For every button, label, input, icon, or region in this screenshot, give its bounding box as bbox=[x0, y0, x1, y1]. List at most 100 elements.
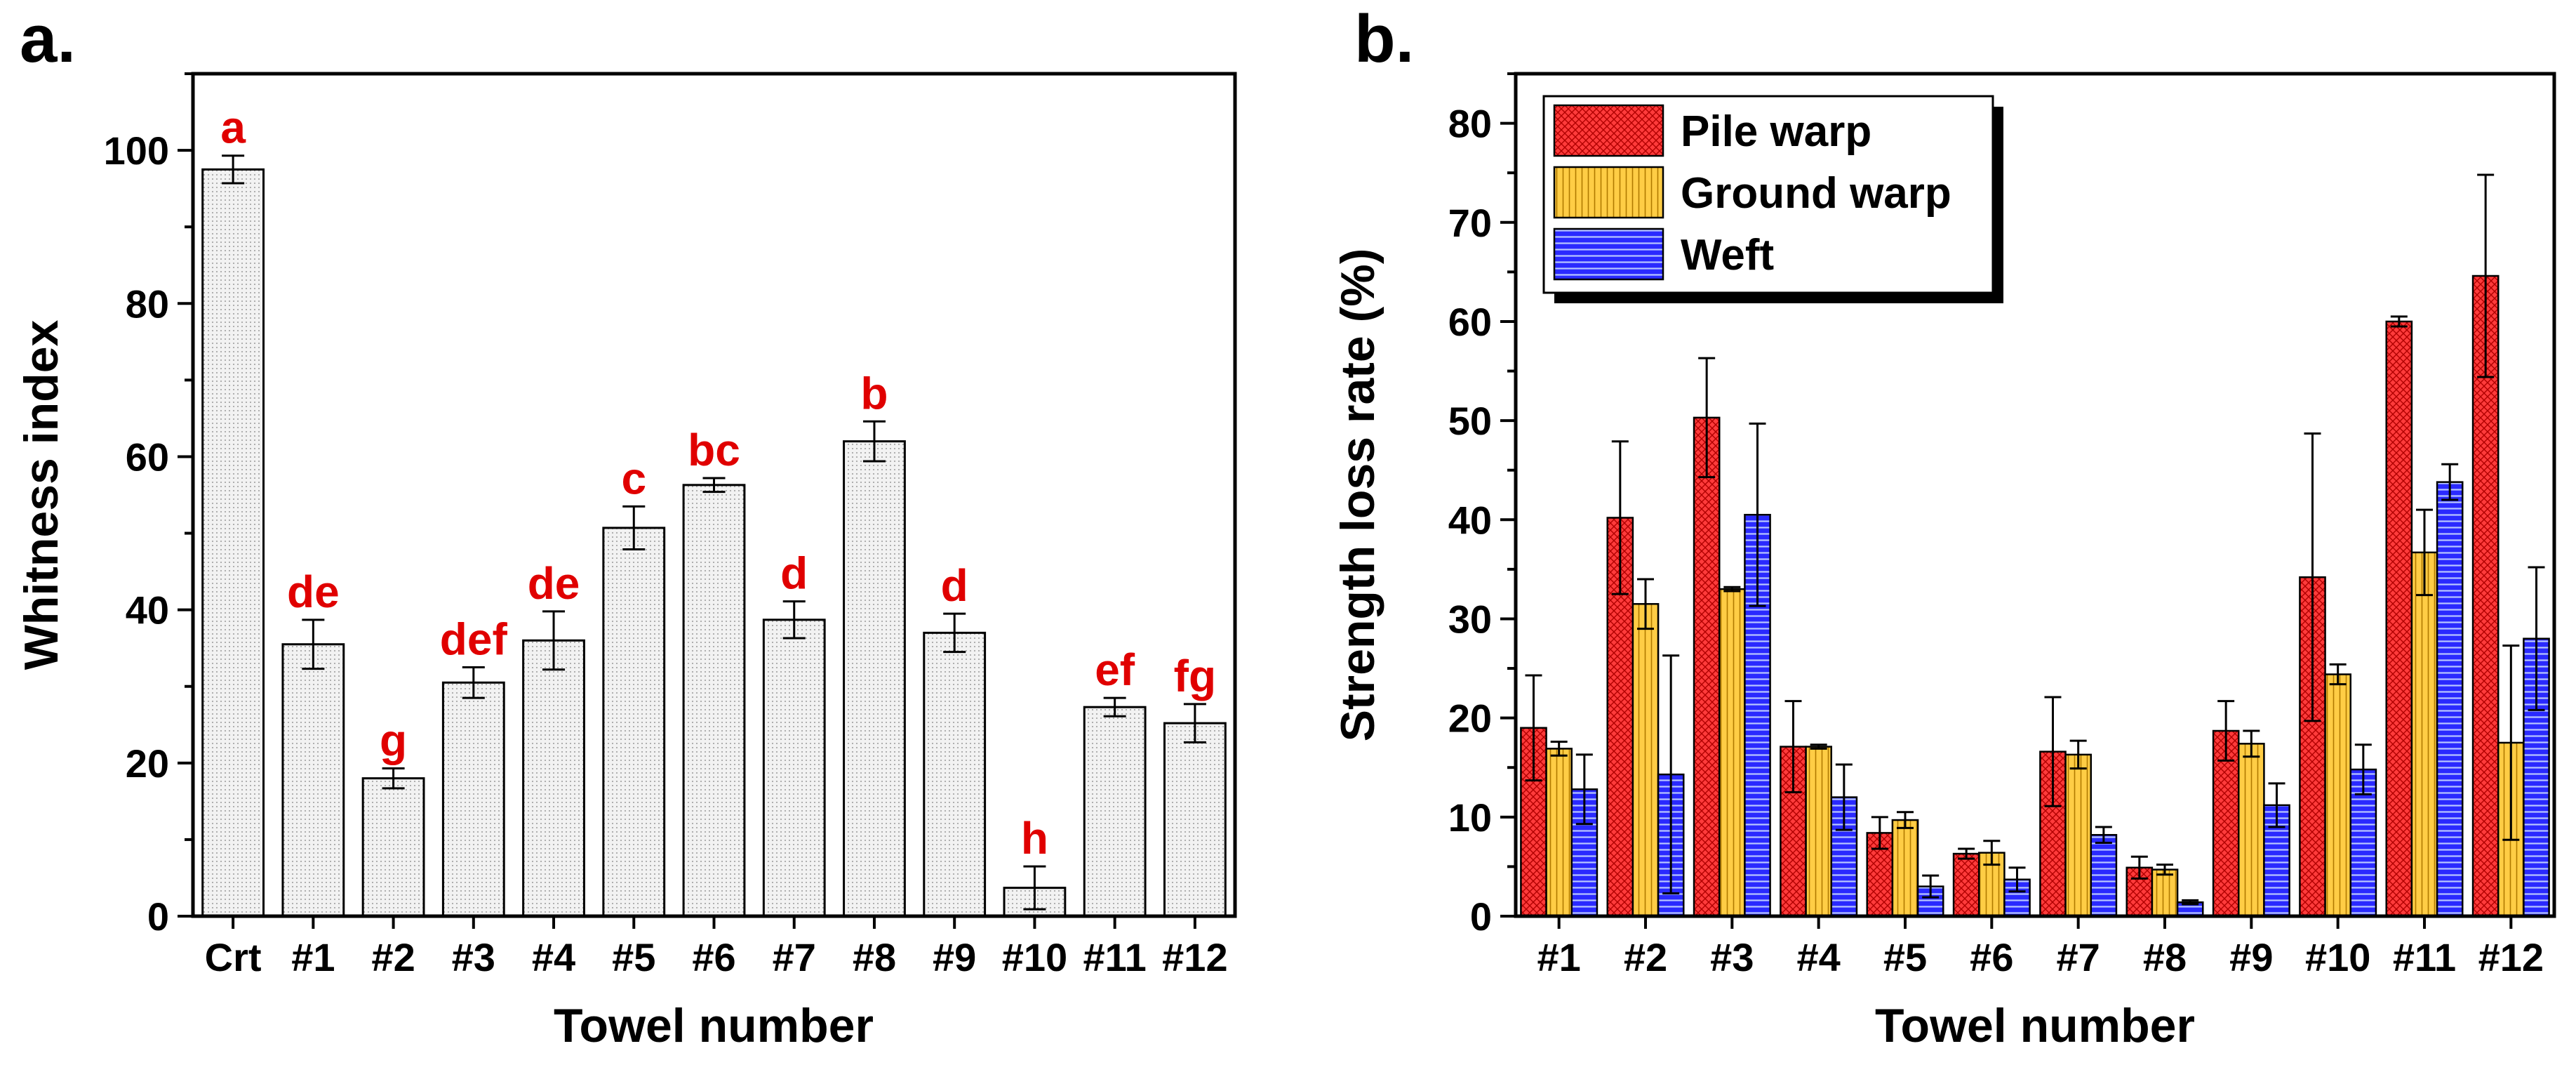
x-tick-label: #2 bbox=[1624, 935, 1667, 979]
x-tick-label: #8 bbox=[2143, 935, 2187, 979]
legend-swatch-weft bbox=[1553, 227, 1664, 281]
panel-a-axes: Crt #1 #2 #3 #4 #5 #6 #7 #8 #9 #10 #11 #12 0 20 40 60 80 1… bbox=[104, 72, 1228, 979]
ground-warp-bar bbox=[1718, 588, 1746, 918]
y-tick-label: 20 bbox=[1448, 696, 1492, 741]
panel-b-strength-loss-chart: b. #1 #2 #3 #4 #5 #6 #7 #8 #9 #10 #11 #12 0 10 20 30 40 5… bbox=[1331, 1, 2556, 1052]
whiteness-bar bbox=[201, 168, 265, 918]
whiteness-bar bbox=[1163, 722, 1227, 918]
y-tick-label: 40 bbox=[126, 588, 169, 633]
x-tick-label: #6 bbox=[1970, 935, 2013, 979]
significance-label: d bbox=[780, 548, 808, 599]
legend: Pile warp Ground warp Weft bbox=[1542, 95, 2003, 303]
x-tick-label: #8 bbox=[853, 935, 896, 979]
significance-label: ef bbox=[1095, 644, 1135, 695]
y-tick-label: 10 bbox=[1448, 795, 1492, 840]
whiteness-bar bbox=[923, 631, 987, 918]
x-tick-label: #11 bbox=[1083, 935, 1146, 979]
pile-warp-bar bbox=[2471, 274, 2500, 918]
ground-warp-bar bbox=[1631, 603, 1660, 918]
whiteness-bar bbox=[281, 643, 345, 918]
whiteness-bar bbox=[441, 681, 505, 918]
x-tick-label: #4 bbox=[1797, 935, 1841, 979]
panel-a-x-axis-title: Towel number bbox=[554, 999, 874, 1052]
ground-warp-bar bbox=[2151, 868, 2179, 918]
significance-label: bc bbox=[688, 425, 740, 475]
significance-label: h bbox=[1021, 813, 1048, 864]
panel-b-x-axis-title: Towel number bbox=[1875, 999, 2195, 1052]
whiteness-bar bbox=[843, 440, 906, 918]
x-tick-label: #3 bbox=[452, 935, 495, 979]
ground-warp-bar bbox=[2237, 743, 2265, 918]
panel-b-y-axis-title: Strength loss rate (%) bbox=[1331, 249, 1384, 742]
y-tick-label: 0 bbox=[147, 894, 169, 939]
significance-label: g bbox=[380, 715, 407, 765]
significance-label: de bbox=[287, 567, 340, 617]
whiteness-bar bbox=[682, 484, 746, 918]
ground-warp-bar bbox=[1891, 819, 1919, 918]
significance-label: def bbox=[440, 614, 508, 664]
x-tick-label: #1 bbox=[291, 935, 335, 979]
ground-warp-bar bbox=[2064, 753, 2093, 918]
ground-warp-bar bbox=[1545, 748, 1573, 918]
x-tick-label: #7 bbox=[2057, 935, 2100, 979]
pile-warp-bar bbox=[2385, 320, 2413, 918]
x-tick-label: #5 bbox=[612, 935, 655, 979]
panel-b-label: b. bbox=[1354, 1, 1414, 77]
significance-label: de bbox=[528, 558, 580, 609]
y-tick-label: 80 bbox=[1448, 102, 1492, 146]
y-tick-label: 0 bbox=[1470, 894, 1492, 939]
panel-b-plot-frame bbox=[1514, 72, 2556, 918]
x-tick-label: #10 bbox=[2305, 935, 2370, 979]
x-tick-label: #10 bbox=[1002, 935, 1067, 979]
legend-label-pile-warp: Pile warp bbox=[1681, 107, 1871, 156]
x-tick-label: #9 bbox=[933, 935, 976, 979]
x-tick-label: #4 bbox=[532, 935, 575, 979]
legend-swatch-pile-warp bbox=[1553, 104, 1664, 157]
panel-a-y-axis-title: Whitness index bbox=[15, 319, 68, 670]
x-tick-label: #2 bbox=[371, 935, 415, 979]
y-tick-label: 70 bbox=[1448, 201, 1492, 245]
pile-warp-bar bbox=[1952, 852, 1980, 918]
y-tick-label: 40 bbox=[1448, 498, 1492, 542]
significance-label: a bbox=[220, 102, 246, 153]
legend-label-weft: Weft bbox=[1681, 231, 1774, 279]
ground-warp-bar bbox=[2324, 673, 2352, 918]
weft-bar bbox=[2090, 833, 2118, 918]
whiteness-bar bbox=[522, 639, 585, 918]
x-tick-label: #5 bbox=[1883, 935, 1927, 979]
y-tick-label: 50 bbox=[1448, 399, 1492, 443]
whiteness-bar bbox=[361, 777, 425, 918]
ground-warp-bar bbox=[2410, 551, 2438, 918]
y-tick-label: 20 bbox=[126, 741, 169, 786]
legend-label-ground-warp: Ground warp bbox=[1681, 169, 1951, 218]
x-tick-label: #12 bbox=[1162, 935, 1227, 979]
x-tick-label: #6 bbox=[692, 935, 735, 979]
significance-label: d bbox=[941, 560, 968, 611]
ground-warp-bar bbox=[1805, 746, 1833, 918]
panel-b-axes: #1 #2 #3 #4 #5 #6 #7 #8 #9 #10 #11 #12 0 10 20 30 40 50 60… bbox=[1448, 72, 2544, 979]
whiteness-bar bbox=[1083, 706, 1147, 918]
x-tick-label: #1 bbox=[1537, 935, 1581, 979]
x-tick-label: #12 bbox=[2478, 935, 2544, 979]
x-tick-label: Crt bbox=[205, 935, 262, 979]
x-tick-label: #11 bbox=[2393, 935, 2456, 979]
x-tick-label: #7 bbox=[773, 935, 816, 979]
whiteness-bar bbox=[762, 619, 826, 918]
y-tick-label: 60 bbox=[126, 435, 169, 479]
pile-warp-bar bbox=[1693, 416, 1721, 918]
panel-a-label: a. bbox=[20, 1, 76, 77]
y-tick-label: 60 bbox=[1448, 300, 1492, 344]
panel-b-marks bbox=[1520, 173, 2550, 918]
x-tick-label: #9 bbox=[2229, 935, 2273, 979]
legend-swatch-ground-warp bbox=[1553, 166, 1664, 219]
whiteness-bar bbox=[602, 527, 666, 918]
y-tick-label: 100 bbox=[104, 128, 169, 173]
weft-bar bbox=[2436, 481, 2464, 918]
significance-label: fg bbox=[1174, 651, 1216, 701]
y-tick-label: 30 bbox=[1448, 597, 1492, 641]
significance-label: c bbox=[621, 453, 646, 503]
y-tick-label: 80 bbox=[126, 282, 169, 326]
